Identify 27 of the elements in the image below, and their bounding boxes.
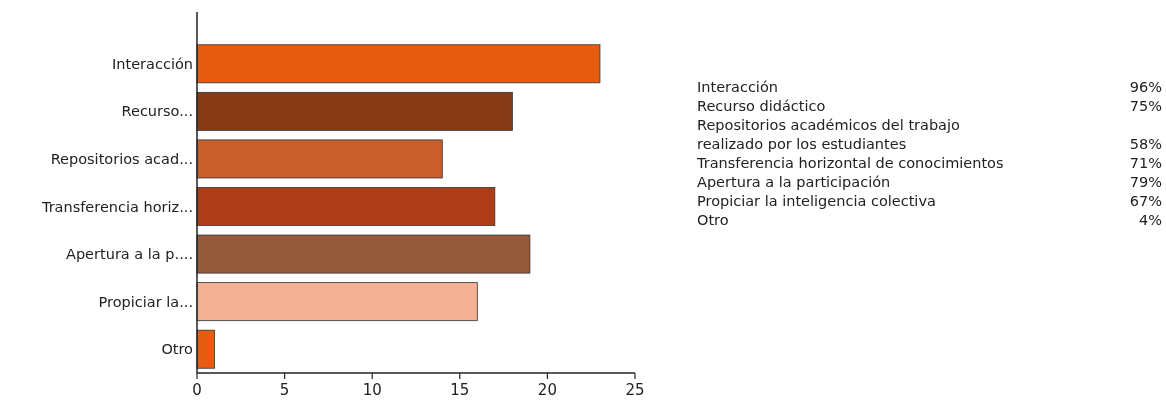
text: Recurso didáctico 75% — [697, 98, 1162, 114]
bar — [196, 282, 478, 322]
x-tick-label: 20 — [537, 381, 557, 399]
x-tick-label: 15 — [450, 381, 470, 399]
text: Apertura a la participación 79% — [697, 174, 1162, 190]
bar — [196, 91, 513, 131]
y-tick-label: Repositorios acad... — [50, 151, 193, 167]
x-tick-label: 25 — [625, 381, 645, 399]
text: Transferencia horizontal de conocimientos 71% — [697, 155, 1162, 171]
y-tick-label: Otro — [161, 341, 194, 358]
bar — [196, 329, 215, 369]
x-tick-label: 0 — [192, 381, 202, 399]
text: Interacción 96% — [697, 79, 1162, 95]
bar — [196, 234, 531, 274]
y-tick-label: Interacción — [112, 55, 193, 72]
y-tick-label: Transferencia horiz... — [40, 198, 193, 215]
y-tick-label: Recurso... — [121, 103, 193, 120]
text: Otro 4% — [697, 212, 1162, 228]
bar — [196, 139, 443, 179]
text: Propiciar la inteligencia colectiva 67% — [697, 193, 1162, 209]
y-tick-label: Propiciar la... — [98, 293, 193, 310]
x-tick-label: 10 — [362, 381, 382, 399]
bar — [196, 44, 601, 84]
x-tick-label: 5 — [279, 381, 290, 399]
y-tick-label: Apertura a la p.... — [66, 246, 193, 263]
bar — [196, 187, 496, 226]
text: Repositorios académicos del trabajo realizado por los estudiantes 58% — [697, 117, 1162, 152]
